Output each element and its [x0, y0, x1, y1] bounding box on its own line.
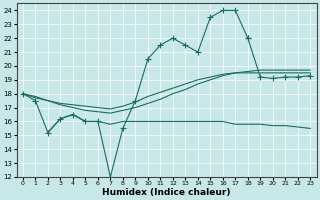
X-axis label: Humidex (Indice chaleur): Humidex (Indice chaleur) [102, 188, 231, 197]
